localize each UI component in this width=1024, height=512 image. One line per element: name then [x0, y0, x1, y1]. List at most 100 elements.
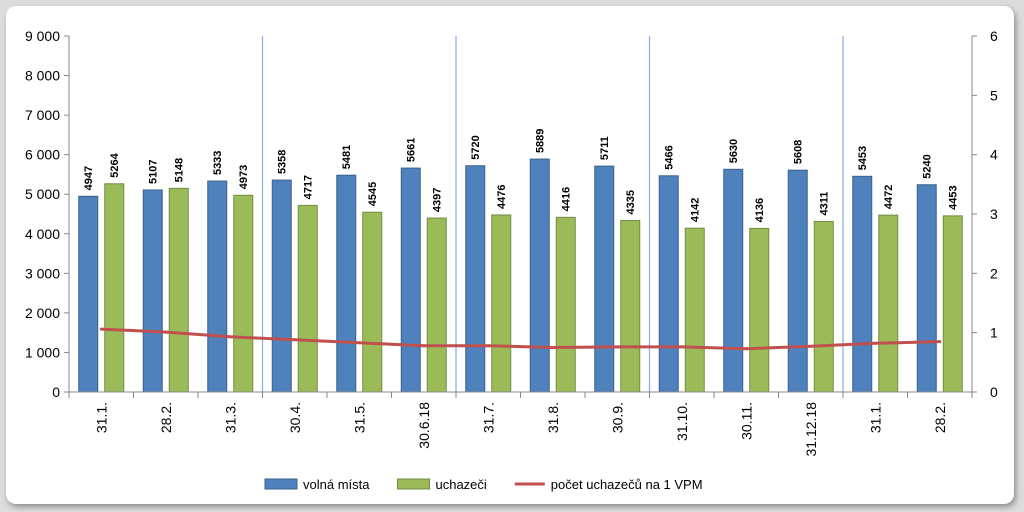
ratio-point: [680, 345, 684, 349]
x-tick-label: 30.9.: [609, 402, 625, 433]
applicant-bar: [233, 194, 254, 393]
vacancy-value-label: 4947: [83, 166, 95, 190]
applicant-bar: [620, 220, 641, 393]
ratio-point: [293, 338, 297, 342]
applicant-bar: [684, 227, 705, 393]
applicant-bar: [555, 216, 576, 393]
applicant-bar: [878, 214, 899, 393]
applicant-value-label: 5148: [174, 158, 186, 182]
vacancy-value-label: 5240: [922, 154, 934, 178]
vacancy-bar: [529, 158, 550, 393]
vacancy-bar: [916, 184, 937, 393]
vacancy-value-label: 5107: [148, 160, 160, 184]
left-tick-label: 4 000: [25, 226, 60, 242]
legend-label: uchazeči: [435, 477, 486, 492]
legend-swatch: [264, 478, 298, 490]
vacancy-value-label: 5608: [793, 140, 805, 164]
left-tick-label: 0: [52, 384, 60, 400]
left-tick-label: 9 000: [25, 28, 60, 44]
x-tick-label: 31.7.: [480, 402, 496, 433]
x-tick-label: 28.2.: [932, 402, 948, 433]
vacancy-bar: [787, 169, 808, 393]
x-tick-label: 31.3.: [222, 402, 238, 433]
vacancy-value-label: 5661: [406, 138, 418, 162]
vacancy-value-label: 5481: [341, 145, 353, 169]
left-tick-label: 8 000: [25, 68, 60, 84]
legend-swatch: [396, 478, 430, 490]
left-tick-label: 2 000: [25, 305, 60, 321]
ratio-point: [873, 341, 877, 345]
legend-label: počet uchazečů na 1 VPM: [551, 477, 703, 492]
x-tick-label: 31.8.: [545, 402, 561, 433]
left-tick-label: 7 000: [25, 107, 60, 123]
ratio-point: [422, 344, 426, 348]
vacancy-bar: [336, 174, 357, 393]
left-tick-label: 6 000: [25, 147, 60, 163]
legend: volná místa uchazeči počet uchazečů na 1 V…: [264, 477, 703, 492]
right-tick-label: 3: [990, 206, 998, 222]
x-tick-label: 31.1.: [93, 402, 109, 433]
ratio-point: [938, 340, 942, 344]
left-tick-label: 3 000: [25, 265, 60, 281]
left-tick-label: 1 000: [25, 344, 60, 360]
right-tick-label: 2: [990, 265, 998, 281]
ratio-point: [164, 330, 168, 334]
applicant-bar: [813, 220, 834, 393]
applicant-value-label: 4416: [561, 187, 573, 211]
x-tick-label: 30.4.: [287, 402, 303, 433]
right-tick-label: 4: [990, 147, 998, 163]
applicant-bar: [104, 183, 125, 393]
x-tick-label: 30.11.: [738, 402, 754, 440]
ratio-line-series: [99, 327, 942, 351]
ratio-point: [228, 335, 232, 339]
left-axis: 0 1 000 2 000 3 000 4 000 5 000 6 000 7 000 8 00…: [25, 28, 70, 400]
applicant-bar: [168, 187, 189, 393]
applicant-value-label: 4335: [625, 190, 637, 214]
vacancy-value-label: 5889: [535, 129, 547, 153]
right-tick-label: 5: [990, 87, 998, 103]
x-tick-label: 31.10.: [674, 402, 690, 441]
vacancy-bar: [142, 189, 163, 393]
applicant-value-label: 4476: [496, 184, 508, 208]
applicant-value-label: 4142: [690, 198, 702, 222]
ratio-point: [551, 346, 555, 349]
vacancy-bar: [465, 165, 486, 393]
x-tick-label: 31.5.: [351, 402, 367, 433]
quarter-separators: [261, 36, 844, 392]
vacancy-bar: [723, 168, 744, 393]
applicant-value-label: 4717: [303, 175, 315, 199]
applicant-bar: [297, 204, 318, 393]
vacancy-value-label: 5711: [599, 136, 611, 160]
applicant-value-label: 4311: [819, 192, 831, 216]
ratio-point: [99, 327, 103, 331]
ratio-line: [101, 327, 940, 351]
applicant-value-label: 4136: [754, 198, 766, 222]
bar-series: 4947 5264 5107 5148 5333 4973 5358 4717 5481 4545…: [78, 129, 963, 393]
legend-label: volná místa: [303, 477, 370, 492]
vacancy-bar: [271, 179, 292, 393]
x-tick-label: 31.12.18: [803, 402, 819, 457]
vacancy-value-label: 5720: [470, 135, 482, 159]
applicant-value-label: 5264: [109, 152, 121, 177]
applicant-bar: [426, 217, 447, 393]
applicant-value-label: 4545: [367, 182, 379, 206]
chart-card: 0 1 000 2 000 3 000 4 000 5 000 6 000 7 000 8 00…: [6, 6, 1014, 504]
vacancy-bar: [78, 195, 99, 393]
applicant-bar: [491, 214, 512, 393]
x-tick-label: 31.1.: [867, 402, 883, 433]
x-axis: 31.1. 28.2. 31.3. 30.4. 31.5. 30.6.18 31.7. 31.…: [68, 391, 973, 457]
vacancy-bar: [852, 175, 873, 393]
vacancy-value-label: 5630: [728, 139, 740, 163]
vacancy-bar: [594, 165, 615, 393]
vacancy-value-label: 5333: [212, 151, 224, 175]
right-axis: 0 1 2 3 4 5 6: [971, 28, 998, 400]
ratio-point: [744, 347, 748, 351]
ratio-point: [615, 345, 619, 349]
applicant-bar: [362, 211, 383, 393]
right-tick-label: 1: [990, 325, 998, 341]
ratio-point: [357, 341, 361, 345]
applicant-bar: [942, 215, 963, 393]
applicant-value-label: 4453: [948, 185, 960, 209]
x-tick-label: 30.6.18: [416, 402, 432, 449]
